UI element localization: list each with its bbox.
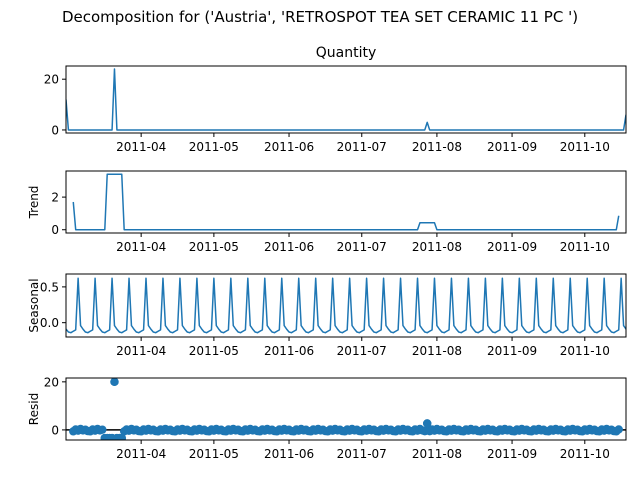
observed-x-tick-label: 2011-07 (337, 140, 387, 154)
observed-panel: Quantity 0 20 2011-04 2011-05 2011-06 2011-07 2… (44, 45, 627, 154)
resid-x-tick-label: 2011-05 (189, 447, 239, 461)
seasonal-x-tick-label: 2011-06 (264, 344, 314, 358)
trend-x-tick-label: 2011-06 (264, 240, 314, 254)
observed-x-tick-label: 2011-09 (487, 140, 537, 154)
resid-outlier-point (110, 378, 119, 387)
seasonal-y-tick-label: 0.0 (40, 316, 59, 330)
resid-x-tick-label: 2011-08 (412, 447, 462, 461)
resid-point (614, 425, 623, 434)
resid-y-tick-label: 20 (44, 375, 59, 389)
observed-y-tick-label: 20 (44, 73, 59, 87)
observed-x-tick-label: 2011-10 (560, 140, 610, 154)
seasonal-x-tick-label: 2011-05 (189, 344, 239, 358)
seasonal-y-tick-label: 0.5 (40, 280, 59, 294)
resid-x-tick-label: 2011-06 (264, 447, 314, 461)
trend-panel: Trend 0 2 2011-04 2011-05 2011-06 2011-07 2011-… (27, 170, 627, 254)
seasonal-series-line (66, 277, 626, 334)
trend-x-tick-label: 2011-10 (560, 240, 610, 254)
trend-y-tick-label: 2 (51, 191, 59, 205)
resid-plot-area (66, 378, 626, 440)
resid-point (98, 425, 107, 434)
observed-axes-frame (65, 65, 627, 134)
trend-x-tick-label: 2011-05 (189, 240, 239, 254)
resid-outlier-point (425, 426, 434, 436)
observed-x-tick-label: 2011-05 (189, 140, 239, 154)
observed-series-line (66, 68, 626, 131)
resid-panel: Resid 0 20 2011-04 2011-05 2011-06 2011-07 2011… (27, 375, 627, 461)
chart-title: Decomposition for ('Austria', 'RETROSPOT… (62, 8, 578, 26)
resid-outlier-point (117, 433, 126, 440)
trend-x-tick-label: 2011-08 (412, 240, 462, 254)
observed-x-tick-label: 2011-04 (116, 140, 166, 154)
seasonal-x-tick-label: 2011-04 (116, 344, 166, 358)
resid-x-tick-label: 2011-07 (337, 447, 387, 461)
resid-x-tick-label: 2011-04 (116, 447, 166, 461)
resid-outlier-point (423, 419, 432, 428)
trend-x-tick-label: 2011-04 (116, 240, 166, 254)
resid-y-tick-label: 0 (51, 423, 59, 437)
trend-y-axis-label: Trend (27, 186, 41, 220)
seasonal-plot-area (66, 277, 626, 334)
trend-axes-frame (65, 170, 627, 234)
seasonal-x-tick-label: 2011-08 (412, 344, 462, 358)
observed-y-tick-label: 0 (51, 123, 59, 137)
trend-plot-area (72, 173, 620, 231)
trend-series-line (72, 173, 620, 231)
resid-y-axis-label: Resid (27, 393, 41, 425)
seasonal-y-axis-label: Seasonal (27, 278, 41, 332)
seasonal-x-tick-label: 2011-10 (560, 344, 610, 358)
trend-x-tick-label: 2011-09 (487, 240, 537, 254)
observed-plot-area (66, 68, 626, 131)
observed-x-tick-label: 2011-08 (412, 140, 462, 154)
trend-y-tick-label: 0 (51, 223, 59, 237)
observed-panel-title: Quantity (316, 45, 377, 61)
seasonal-x-tick-label: 2011-07 (337, 344, 387, 358)
observed-x-tick-label: 2011-06 (264, 140, 314, 154)
resid-x-tick-label: 2011-10 (560, 447, 610, 461)
seasonal-x-tick-label: 2011-09 (487, 344, 537, 358)
resid-x-tick-label: 2011-09 (487, 447, 537, 461)
seasonal-axes-frame (65, 273, 627, 338)
trend-x-tick-label: 2011-07 (337, 240, 387, 254)
resid-axes-frame (65, 377, 627, 441)
